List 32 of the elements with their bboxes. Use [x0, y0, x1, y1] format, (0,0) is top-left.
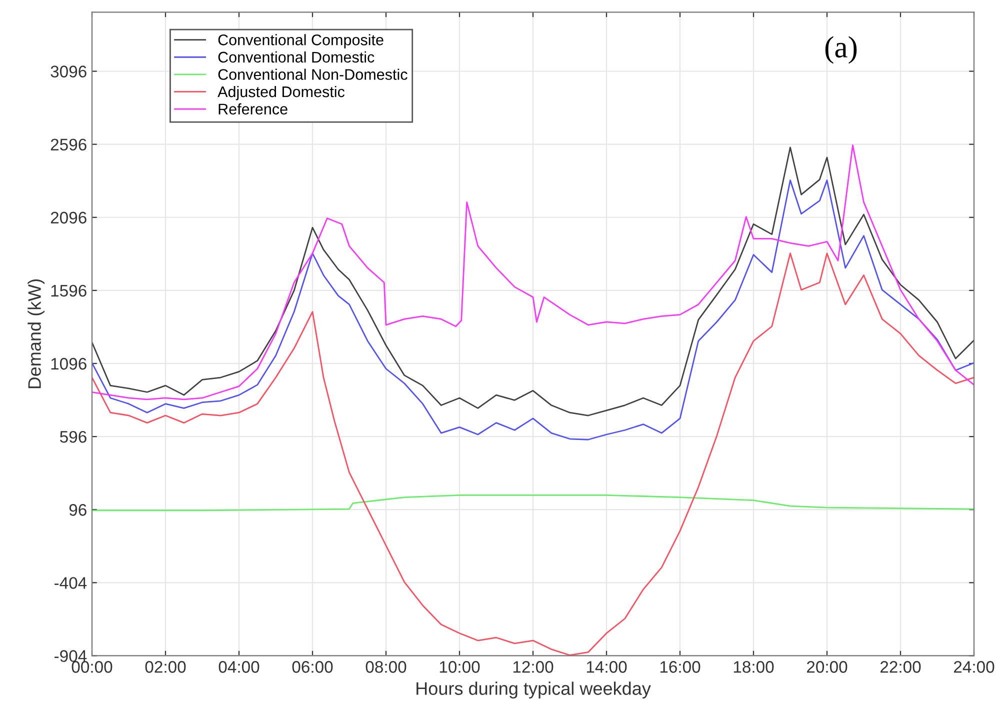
y-tick-label: 2596: [50, 138, 86, 151]
x-tick-label: 08:00: [366, 661, 406, 673]
legend-label: Conventional Domestic: [218, 51, 374, 63]
legend-label: Reference: [218, 103, 288, 115]
x-tick-label: 14:00: [586, 661, 627, 673]
line-series: [92, 180, 974, 440]
y-tick-label: -404: [54, 577, 87, 589]
y-tick-label: -904: [54, 650, 87, 662]
line-series: [92, 494, 974, 512]
y-tick-label: 1096: [51, 358, 86, 370]
y-axis-title: Demand (kW): [28, 279, 44, 388]
x-tick-label: 16:00: [660, 661, 700, 673]
x-axis-title: Hours during typical weekday: [416, 682, 651, 699]
x-tick-label: 24:00: [954, 661, 994, 673]
y-tick-label: 3096: [50, 66, 86, 78]
x-tick-label: 20:00: [806, 661, 848, 673]
legend-label: Adjusted Domestic: [218, 86, 345, 100]
x-tick-label: 18:00: [734, 661, 774, 673]
x-tick-label: 12:00: [513, 661, 554, 673]
legend-label: Conventional Non-Domestic: [218, 68, 408, 80]
x-tick-label: 02:00: [145, 661, 186, 673]
x-tick-label: 00:00: [72, 661, 112, 673]
annotation: (a): [825, 36, 857, 64]
y-tick-label: 2096: [50, 212, 86, 224]
x-tick-label: 10:00: [440, 661, 480, 673]
y-tick-label: 596: [60, 430, 86, 443]
y-tick-label: 1596: [51, 284, 86, 297]
x-tick-label: 22:00: [880, 661, 921, 673]
y-tick-label: 96: [69, 504, 86, 516]
legend-label: Conventional Composite: [218, 34, 384, 48]
x-tick-label: 06:00: [292, 661, 333, 673]
x-tick-label: 04:00: [218, 661, 260, 673]
